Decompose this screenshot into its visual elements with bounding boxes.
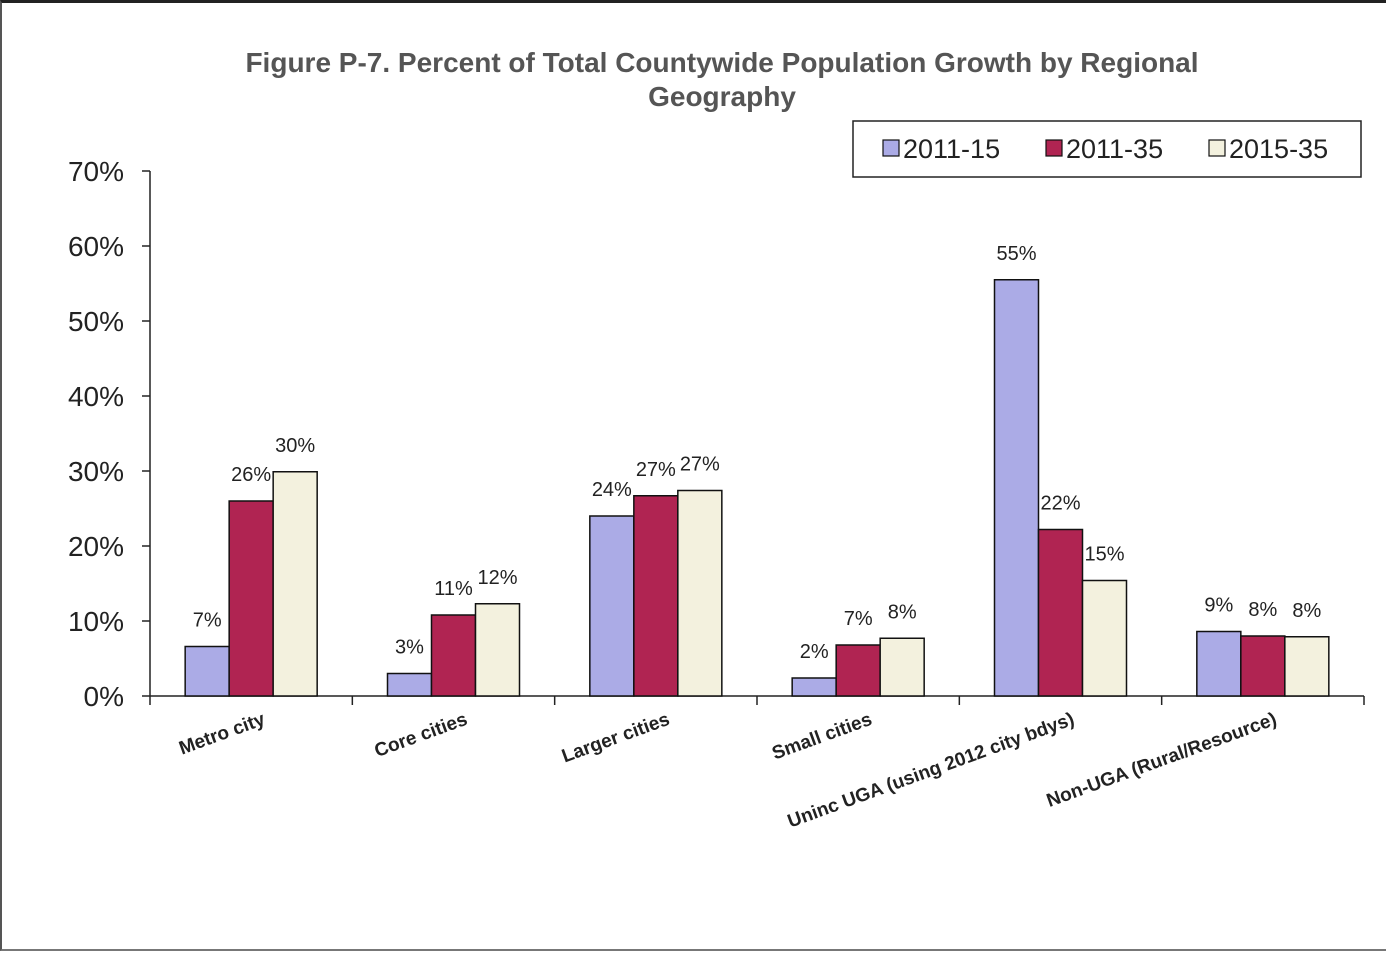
- data-label: 26%: [231, 464, 271, 486]
- y-tick-label: 70%: [68, 156, 124, 187]
- bars: [184, 279, 1330, 697]
- legend-box: [852, 120, 1362, 178]
- bar: [1284, 636, 1330, 697]
- y-tick-label: 10%: [68, 606, 124, 637]
- data-label: 30%: [275, 435, 315, 457]
- data-label: 24%: [592, 479, 632, 501]
- data-label: 15%: [1084, 544, 1124, 566]
- data-labels: 7%26%30%3%11%12%24%27% 27%2%7% 8%55%22%15%…: [193, 243, 1322, 663]
- bar: [1081, 579, 1128, 697]
- y-tick-label: 0%: [84, 681, 124, 712]
- bar: [1037, 528, 1084, 697]
- bar: [474, 603, 521, 697]
- data-label: 11%: [434, 578, 473, 600]
- x-category-label: Core cities: [372, 709, 470, 762]
- chart-title: Figure P-7. Percent of Total Countywide …: [245, 47, 1198, 112]
- bar: [879, 637, 925, 697]
- data-label: 22%: [1040, 493, 1080, 515]
- bar: [677, 489, 723, 697]
- data-label: 7%: [844, 608, 873, 630]
- bar: [430, 614, 477, 697]
- bar-chart: Figure P-7. Percent of Total Countywide …: [68, 47, 1365, 833]
- bar: [1196, 630, 1242, 697]
- axes: 0% 10% 20% 30% 40% 50% 60% 70%: [68, 156, 1365, 712]
- x-category-label: Larger cities: [559, 709, 672, 767]
- data-label: 8%: [888, 601, 917, 623]
- bar: [184, 645, 230, 697]
- bar: [228, 500, 274, 697]
- y-tick-label: 60%: [68, 231, 124, 262]
- x-category-label: Small cities: [769, 709, 874, 764]
- chart-title-line-1: Figure P-7. Percent of Total Countywide …: [245, 47, 1198, 78]
- data-label: 2%: [800, 641, 829, 663]
- legend-swatch: [882, 139, 900, 157]
- data-label: 8%: [1248, 599, 1277, 621]
- legend-label: 2011-15: [903, 134, 1000, 164]
- data-label: 8%: [1292, 600, 1321, 622]
- legend: 2011-15 2011-35 2015-35: [852, 120, 1362, 178]
- x-category-label: Non-UGA (Rural/Resource): [1044, 709, 1280, 812]
- bar: [272, 471, 318, 697]
- bar: [993, 279, 1040, 697]
- bar: [791, 677, 837, 697]
- bar: [1240, 635, 1286, 697]
- bar: [589, 515, 635, 697]
- y-tick-label: 40%: [68, 381, 124, 412]
- data-label: 9%: [1204, 595, 1233, 617]
- legend-swatch: [1208, 139, 1226, 157]
- x-category-label: Metro city: [176, 709, 268, 760]
- data-label: 7%: [193, 610, 222, 632]
- data-label: 27%: [680, 454, 720, 476]
- y-tick-label: 30%: [68, 456, 124, 487]
- data-label: 55%: [996, 243, 1036, 265]
- bar: [386, 672, 433, 697]
- legend-label: 2015-35: [1229, 134, 1328, 164]
- y-tick-label: 20%: [68, 531, 124, 562]
- bar: [633, 495, 679, 697]
- chart-title-line-2: Geography: [648, 81, 796, 112]
- data-label: 3%: [395, 637, 424, 659]
- legend-label: 2011-35: [1066, 134, 1163, 164]
- data-label: 12%: [477, 567, 517, 589]
- legend-swatch: [1045, 139, 1063, 157]
- data-label: 27%: [636, 459, 676, 481]
- bar: [835, 644, 881, 697]
- y-tick-label: 50%: [68, 306, 124, 337]
- x-axis-category-labels: Metro city Core cities Larger cities Small …: [176, 709, 1279, 833]
